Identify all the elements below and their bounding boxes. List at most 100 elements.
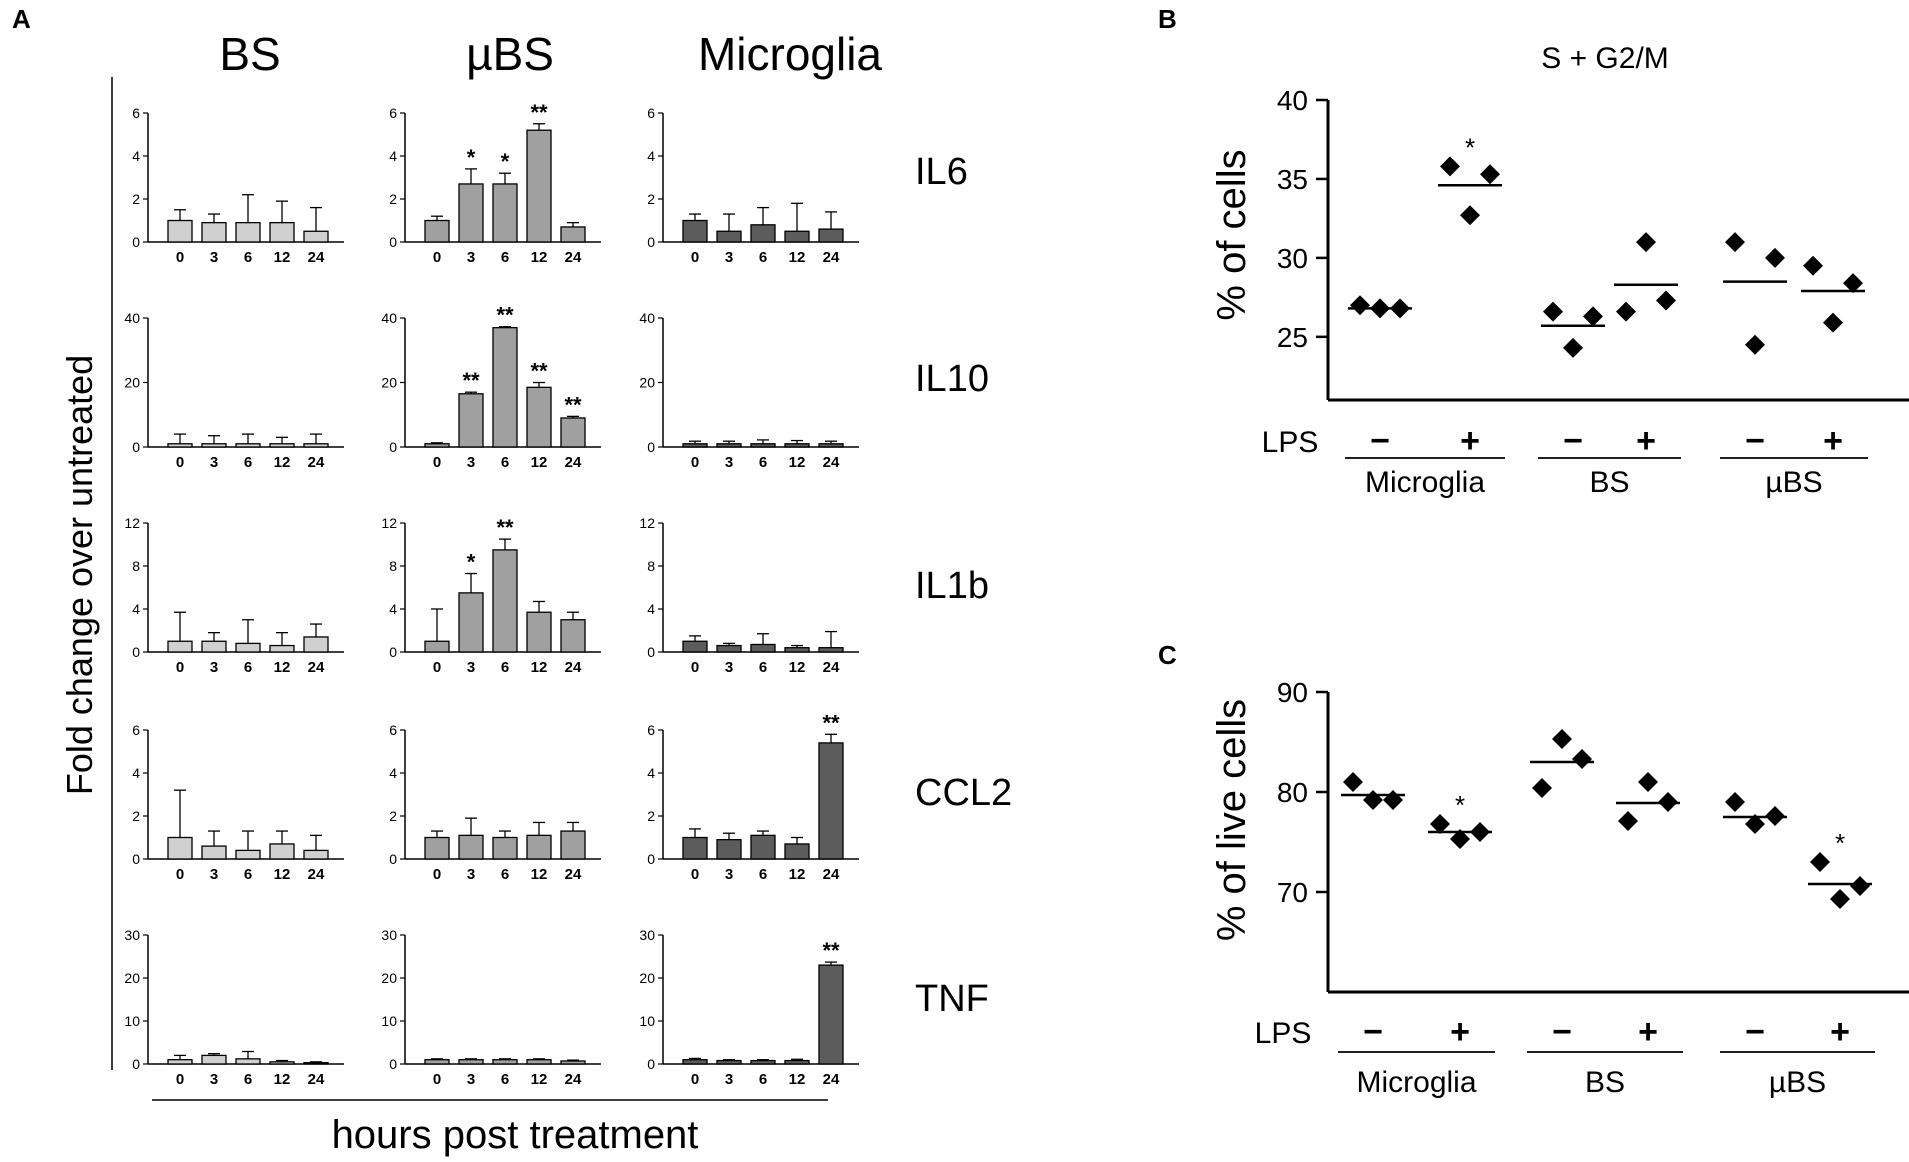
lps-label: LPS <box>1255 1017 1312 1050</box>
gene-label-ccl2: CCL2 <box>915 772 1012 814</box>
x-tick-label: 24 <box>823 866 840 883</box>
x-tick-label: 24 <box>823 454 840 471</box>
treatment-sign: − <box>1745 422 1765 460</box>
x-tick-label: 6 <box>501 454 509 471</box>
x-tick-label: 24 <box>565 454 582 471</box>
x-tick-label: 24 <box>565 1071 582 1088</box>
bar <box>303 230 329 243</box>
y-tick-label: 8 <box>389 558 397 574</box>
y-tick-label: 8 <box>647 558 655 574</box>
bar <box>492 836 518 860</box>
significance-mark: * <box>1835 828 1845 858</box>
bar <box>682 640 708 653</box>
data-point <box>1383 790 1403 810</box>
data-point <box>1563 337 1583 358</box>
x-tick-label: 3 <box>725 249 733 266</box>
data-point <box>1725 792 1745 812</box>
y-tick-label: 4 <box>389 601 397 617</box>
bar <box>303 636 329 653</box>
x-tick-label: 0 <box>433 866 441 883</box>
bar <box>235 221 261 243</box>
y-axis-title: % of cells <box>1210 149 1254 320</box>
significance-mark: ** <box>564 392 582 417</box>
x-tick-label: 0 <box>691 1071 699 1088</box>
x-tick-label: 12 <box>789 454 806 471</box>
y-tick-label: 0 <box>647 851 655 867</box>
column-title-0: BS <box>219 28 280 80</box>
bar <box>424 443 450 448</box>
data-point <box>1745 334 1765 355</box>
bar <box>201 1054 227 1065</box>
y-tick-label: 0 <box>647 644 655 660</box>
y-tick-label: 0 <box>647 439 655 455</box>
gene-label-tnf: TNF <box>915 978 989 1020</box>
bar <box>303 1062 329 1065</box>
bar <box>492 327 518 448</box>
bar <box>682 1059 708 1065</box>
group-label: µBS <box>1769 1066 1826 1099</box>
x-tick-label: 12 <box>274 659 291 676</box>
treatment-sign: + <box>1450 1013 1470 1051</box>
y-tick-label: 6 <box>389 722 397 738</box>
treatment-sign: − <box>1363 1013 1383 1051</box>
x-tick-label: 6 <box>244 1071 252 1088</box>
bar <box>716 230 742 243</box>
bar <box>560 226 586 243</box>
x-tick-label: 0 <box>691 249 699 266</box>
bar <box>750 443 776 448</box>
y-tick-label: 0 <box>132 851 140 867</box>
bar <box>682 443 708 448</box>
y-tick-label: 12 <box>381 515 397 531</box>
significance-mark: * <box>467 145 476 170</box>
data-point <box>1430 814 1450 834</box>
x-tick-label: 24 <box>308 454 325 471</box>
data-point <box>1543 301 1563 322</box>
bar <box>235 642 261 653</box>
x-tick-label: 3 <box>467 1071 475 1088</box>
bar <box>492 183 518 243</box>
bar <box>458 834 484 860</box>
bar <box>201 221 227 243</box>
y-tick-label: 4 <box>389 765 397 781</box>
x-tick-label: 6 <box>501 659 509 676</box>
bar <box>784 843 810 860</box>
y-tick-label: 30 <box>639 927 655 943</box>
bar <box>167 443 193 448</box>
y-tick-label: 12 <box>124 515 140 531</box>
y-tick-label: 4 <box>132 148 140 164</box>
significance-mark: ** <box>822 710 840 735</box>
treatment-sign: − <box>1563 422 1583 460</box>
bar <box>424 836 450 860</box>
y-tick-label: 0 <box>389 439 397 455</box>
bar <box>526 611 552 653</box>
y-tick-label: 2 <box>647 808 655 824</box>
panel-letter-c: C <box>1158 640 1177 670</box>
bar <box>269 1061 295 1065</box>
y-tick-label: 20 <box>381 375 397 391</box>
bar <box>526 386 552 448</box>
y-tick-label: 4 <box>647 148 655 164</box>
x-tick-label: 24 <box>565 659 582 676</box>
x-tick-label: 3 <box>467 866 475 883</box>
bar <box>269 644 295 653</box>
x-tick-label: 6 <box>759 659 767 676</box>
data-point <box>1618 811 1638 831</box>
x-tick-label: 3 <box>725 454 733 471</box>
bar <box>492 549 518 653</box>
x-tick-label: 24 <box>308 1071 325 1088</box>
y-tick-label: 70 <box>1277 877 1308 908</box>
bar <box>167 219 193 243</box>
bar <box>201 845 227 860</box>
data-point <box>1616 301 1636 322</box>
x-tick-label: 24 <box>308 659 325 676</box>
bar <box>167 1059 193 1065</box>
x-tick-label: 0 <box>433 1071 441 1088</box>
x-tick-label: 12 <box>274 866 291 883</box>
bar <box>526 129 552 243</box>
data-point <box>1765 247 1785 268</box>
y-tick-label: 4 <box>132 765 140 781</box>
x-tick-label: 0 <box>433 454 441 471</box>
x-tick-label: 12 <box>789 1071 806 1088</box>
x-tick-label: 24 <box>565 249 582 266</box>
treatment-sign: + <box>1460 422 1480 460</box>
